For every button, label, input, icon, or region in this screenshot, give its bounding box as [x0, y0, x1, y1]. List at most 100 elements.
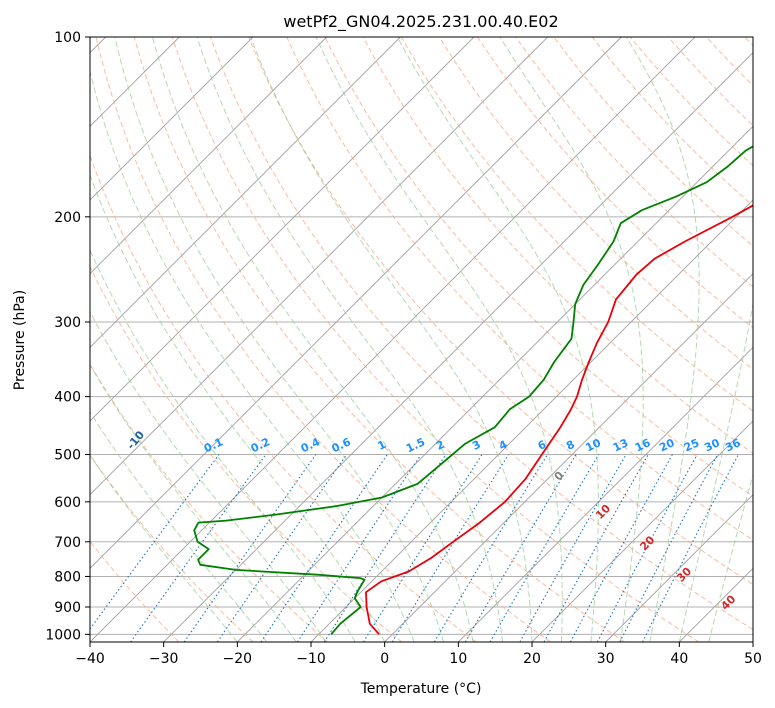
mixing-ratio-line: [323, 454, 447, 642]
mixing-ratio-line: [216, 454, 348, 642]
y-tick-label: 800: [54, 569, 81, 585]
x-tick-label: 30: [597, 651, 615, 667]
dry-adiabat-line: [171, 37, 700, 642]
mixing-ratio-line: [464, 454, 577, 642]
dry-adiabat-line: [286, 37, 753, 541]
moist-adiabat-line: [678, 301, 753, 642]
x-tick-label: 0: [380, 651, 389, 667]
isotherm-line: [90, 37, 254, 201]
dry-adiabat-line: [362, 37, 753, 455]
isopleth-labels: -100-90-80-70-60-50-40-30-20-100.10.20.4…: [124, 428, 743, 613]
mixing-ratio-label: 8: [564, 438, 576, 453]
isotherm-line: [458, 346, 753, 642]
isotherm-line: [90, 37, 401, 348]
isotherm-line: [90, 37, 475, 422]
mixing-ratio-line: [569, 454, 673, 642]
x-tick-label: 40: [670, 651, 688, 667]
background-lines: [90, 37, 753, 642]
y-tick-label: 500: [54, 448, 81, 464]
mixing-ratio-line: [130, 454, 267, 642]
moist-adiabat-line: [499, 37, 644, 642]
moist-adiabat-line: [90, 454, 238, 642]
isotherm-line: [310, 199, 753, 642]
isotherm-line: [531, 420, 753, 642]
mixing-ratio-label: 25: [682, 436, 701, 454]
x-tick-label: −10: [296, 651, 326, 667]
moist-adiabat-line: [90, 173, 386, 642]
y-tick-label: 900: [54, 600, 81, 616]
isotherm-line: [90, 37, 548, 496]
chart-title: wetPf2_GN04.2025.231.00.40.E02: [283, 12, 558, 32]
moist-adiabat-line: [90, 249, 356, 642]
moist-adiabat-line: [196, 37, 503, 642]
moist-adiabat-line: [152, 37, 474, 642]
mixing-ratio-label: 13: [611, 436, 630, 454]
isotherm-line: [163, 52, 753, 642]
mixing-ratio-label: 6: [536, 438, 549, 453]
dry-adiabat-line: [90, 154, 477, 642]
dry-adiabat-line: [477, 37, 753, 329]
mixing-ratio-label: 0.6: [330, 435, 353, 455]
mixing-ratio-line: [519, 454, 627, 642]
mixing-ratio-line: [183, 454, 317, 642]
dry-adiabat-line: [210, 37, 753, 631]
dry-adiabat-line: [591, 37, 753, 207]
mixing-ratio-label: 0.4: [299, 435, 322, 455]
dry-adiabat-line: [438, 37, 753, 370]
isotherm-line: [90, 37, 696, 642]
isotherm-line: [384, 273, 753, 642]
mixing-ratio-label: 2: [434, 438, 446, 453]
moist-adiabat-line: [625, 37, 700, 642]
dry-adiabat-line: [133, 37, 625, 642]
mixing-ratio-label: 36: [723, 436, 743, 454]
mixing-ratio-line: [260, 454, 388, 642]
x-tick-label: 50: [744, 651, 762, 667]
mixing-ratio-line: [596, 454, 698, 642]
dry-adiabat-line: [400, 37, 753, 412]
moist-adiabat-label: 0: [552, 468, 567, 483]
mixing-ratio-label: 0.2: [249, 435, 272, 455]
mixing-ratio-line: [489, 454, 600, 642]
moist-adiabat-line: [90, 69, 415, 642]
isotherm-line: [90, 37, 327, 275]
mixing-ratio-label: 0.1: [202, 435, 225, 455]
mixing-ratio-label: 20: [657, 436, 677, 454]
y-tick-label: 100: [54, 30, 81, 46]
y-axis-ticks: 100 200 300 400 500 600 700 800 900 1000: [45, 30, 90, 643]
moist-adiabat-line: [315, 37, 563, 642]
dry-adiabat-line: [706, 37, 753, 87]
moist-adiabat-line: [250, 37, 533, 642]
x-tick-label: 20: [523, 651, 541, 667]
x-tick-label: −40: [75, 651, 105, 667]
dewpoint-profile-line: [193, 145, 753, 635]
temperature-profile-line: [365, 204, 753, 635]
mixing-ratio-line: [619, 454, 719, 642]
dry-adiabat-line: [90, 363, 328, 642]
y-tick-label: 700: [54, 535, 81, 551]
dry-adiabat-line: [744, 37, 753, 47]
moist-adiabat-line: [90, 310, 327, 642]
dry-adiabat-line: [553, 37, 753, 247]
dry-adiabat-line: [515, 37, 753, 288]
moist-adiabat-label: 40: [718, 592, 738, 612]
isotherm-line: [752, 641, 753, 642]
isotherm-line: [237, 125, 753, 642]
dry-adiabat-line: [90, 265, 403, 642]
moist-adiabat-line: [114, 37, 445, 642]
y-tick-label: 600: [54, 495, 81, 511]
mixing-ratio-label: 1.5: [404, 435, 427, 455]
dry-adiabat-line: [248, 37, 753, 586]
isotherm-line: [90, 37, 622, 569]
isotherm-line: [605, 494, 753, 642]
x-tick-label: −20: [223, 651, 253, 667]
mixing-ratio-line: [297, 454, 422, 642]
moist-adiabat-line: [90, 363, 297, 642]
mixing-ratio-line: [90, 454, 220, 630]
y-tick-label: 300: [54, 315, 81, 331]
moist-adiabat-line: [90, 411, 268, 642]
mixing-ratio-line: [362, 454, 483, 642]
mixing-ratio-line: [433, 454, 548, 642]
y-tick-label: 200: [54, 210, 81, 226]
mixing-ratio-label: 10: [584, 436, 604, 454]
